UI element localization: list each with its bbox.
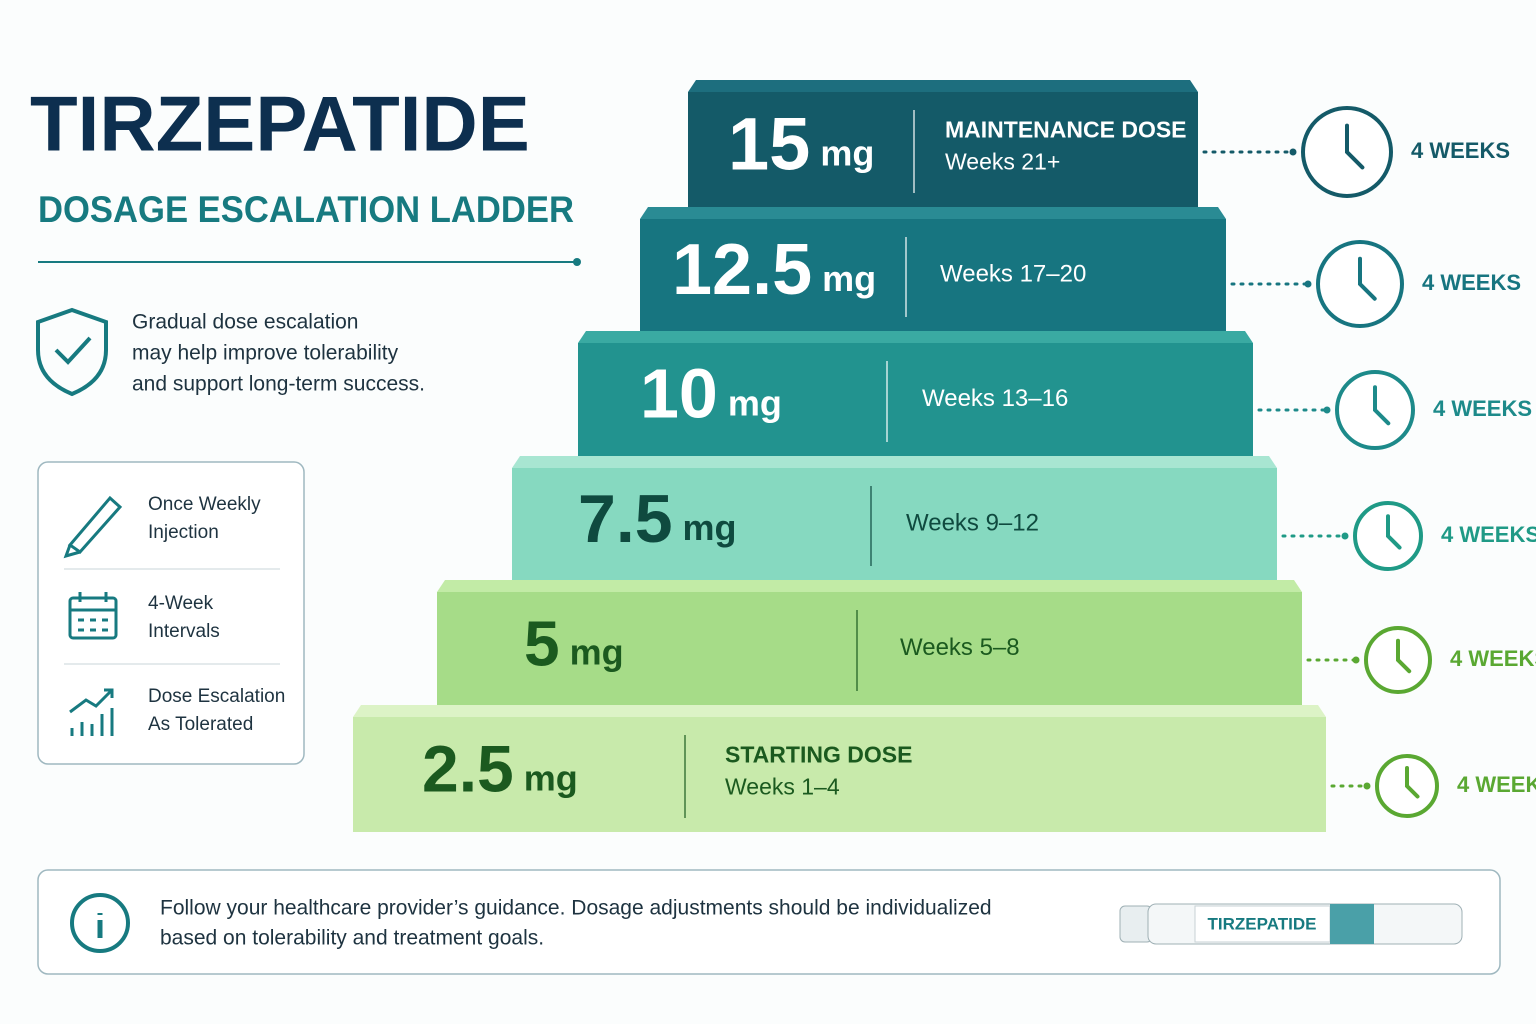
feature-text: Once Weekly (148, 494, 261, 515)
dose-value: 10 (640, 355, 718, 433)
connector-dot (1363, 782, 1371, 790)
step-weeks: Weeks 13–16 (922, 385, 1068, 412)
title: TIRZEPATIDE (30, 80, 530, 168)
dose-value: 5 (524, 607, 560, 679)
dose-value: 15 (728, 102, 810, 185)
step-top (437, 580, 1302, 592)
info-icon (70, 893, 130, 953)
tagline-line: and support long-term success. (132, 373, 425, 396)
step-top (578, 331, 1253, 343)
chart-icon (69, 688, 114, 736)
step-top (353, 705, 1326, 717)
step-top (640, 207, 1226, 219)
dose: 5 mg (524, 607, 624, 679)
divider-dot (573, 258, 581, 266)
dose: 10 mg (640, 355, 782, 433)
dose-value: 12.5 (672, 230, 812, 310)
duration: 4 WEEKS (1457, 772, 1536, 797)
footer-line: based on tolerability and treatment goal… (160, 927, 544, 950)
dose-unit: mg (728, 382, 782, 423)
duration: 4 WEEKS (1433, 396, 1532, 421)
step (353, 717, 1326, 832)
step-top (512, 456, 1277, 468)
step-weeks: Weeks 5–8 (900, 634, 1020, 661)
dose-value: 7.5 (578, 481, 673, 557)
tagline-line: may help improve tolerability (132, 342, 399, 365)
dose-unit: mg (820, 132, 874, 173)
connector-dot (1341, 532, 1349, 540)
feature-text: As Tolerated (148, 714, 253, 735)
duration: 4 WEEKS (1411, 138, 1510, 163)
features: Once Weekly Injection 4-Week Intervals Dose … (148, 494, 285, 735)
calendar-icon (68, 592, 118, 640)
connector-dot (1352, 656, 1360, 664)
feature-text: Intervals (148, 621, 220, 642)
dose: 12.5 mg (672, 230, 876, 310)
pen-icon (63, 495, 123, 559)
step-top (688, 80, 1198, 92)
step (512, 468, 1277, 580)
dose-unit: mg (570, 631, 624, 672)
clock-hands (1405, 766, 1420, 799)
step (640, 219, 1226, 331)
step (688, 92, 1198, 207)
step (578, 343, 1253, 456)
pen-graphic (1119, 903, 1463, 945)
shield-icon (36, 307, 108, 397)
duration: 4 WEEKS (1422, 270, 1521, 295)
clock-hands (1386, 514, 1402, 550)
connector-dot (1304, 280, 1312, 288)
feature-text: 4-Week (148, 593, 214, 614)
step-weeks: Weeks 9–12 (906, 509, 1039, 536)
dose: 15 mg (728, 102, 874, 185)
dose-value: 2.5 (422, 732, 514, 806)
feature-text: Injection (148, 522, 219, 543)
clock-hands (1358, 256, 1377, 301)
step-label: MAINTENANCE DOSE (945, 117, 1187, 143)
dose-unit: mg (524, 757, 578, 798)
duration: 4 WEEKS (1441, 522, 1536, 547)
connector-dot (1289, 148, 1297, 156)
clock-hands (1345, 123, 1365, 170)
dose-unit: mg (683, 507, 737, 548)
footer-box (37, 869, 1501, 975)
pen-label: TIRZEPATIDE (1208, 914, 1317, 933)
step-weeks: Weeks 17–20 (940, 260, 1086, 287)
step (437, 592, 1302, 705)
step-label: STARTING DOSE (725, 742, 912, 768)
tagline: Gradual dose escalation may help improve … (132, 311, 425, 396)
clock-hands (1373, 385, 1391, 426)
subtitle: DOSAGE ESCALATION LADDER (38, 189, 574, 230)
step-weeks: Weeks 1–4 (725, 774, 840, 800)
step-weeks: Weeks 21+ (945, 149, 1060, 175)
clock-hands (1396, 638, 1412, 674)
duration: 4 WEEKS (1450, 646, 1536, 671)
dose: 7.5 mg (578, 481, 737, 557)
dose: 2.5 mg (422, 732, 578, 806)
footer-line: Follow your healthcare provider’s guidan… (160, 897, 992, 920)
feature-text: Dose Escalation (148, 686, 285, 707)
dose-unit: mg (822, 258, 876, 299)
tagline-line: Gradual dose escalation (132, 311, 358, 334)
footer-text: Follow your healthcare provider’s guidan… (160, 897, 992, 950)
connector-dot (1323, 406, 1331, 414)
